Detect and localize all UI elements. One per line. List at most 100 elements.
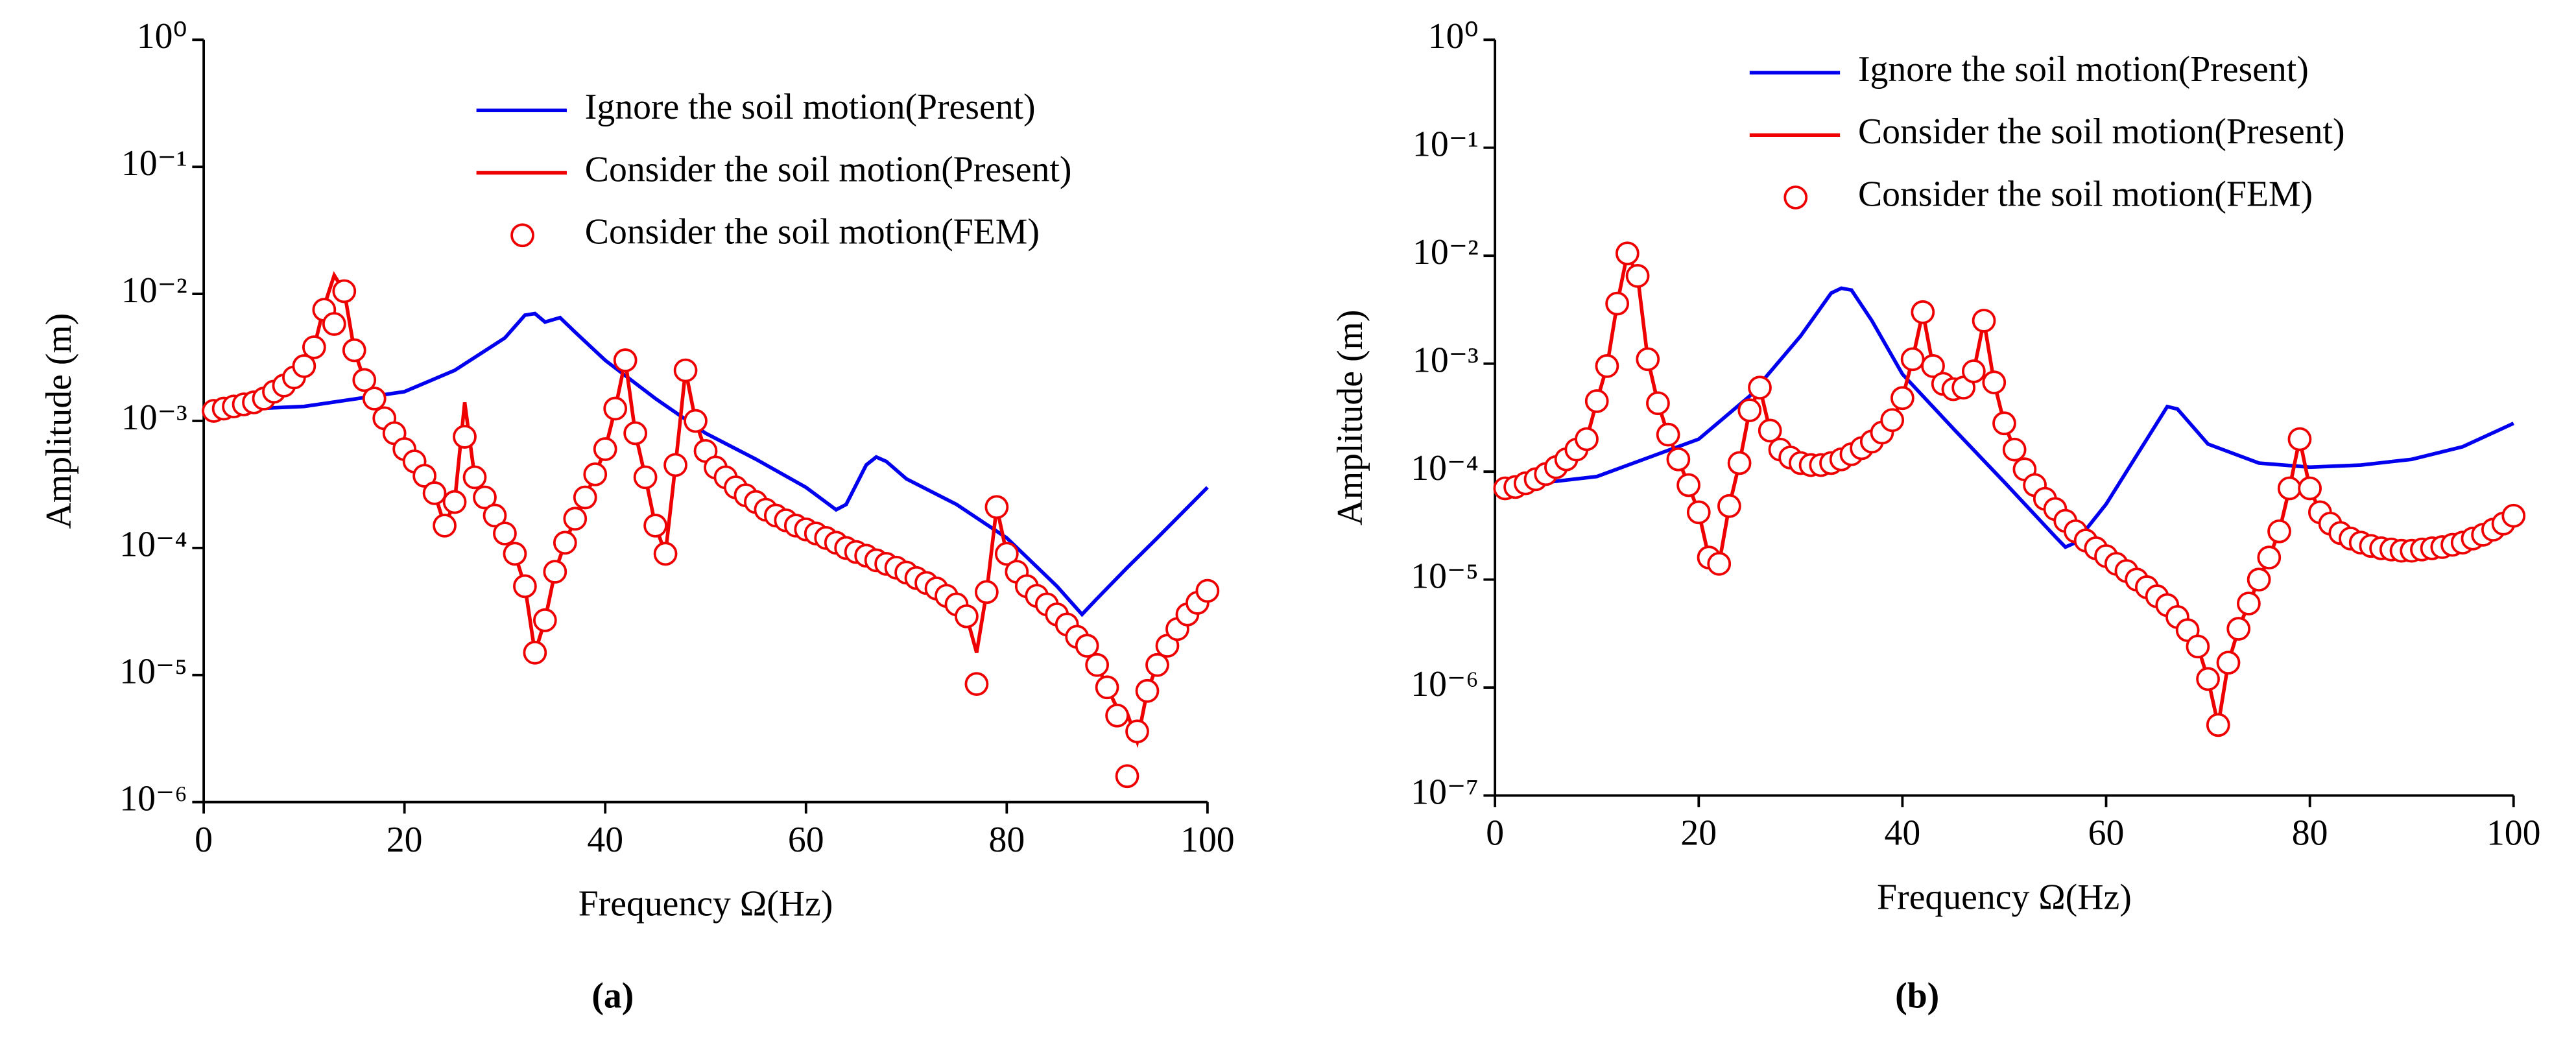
caption: (b) <box>1895 975 1939 1016</box>
data-point <box>563 507 588 531</box>
data-point <box>322 312 346 336</box>
data-point <box>1085 652 1109 677</box>
data-point <box>1921 354 1945 378</box>
data-point <box>1961 359 1986 383</box>
data-point <box>1615 241 1640 266</box>
data-point <box>2298 476 2322 501</box>
data-point <box>1115 764 1139 789</box>
data-point <box>684 409 708 433</box>
data-point <box>1605 291 1630 316</box>
panel: 0 20 40 60 80 100 10⁻⁷ 10⁻⁶ 10⁻⁵ 10⁻⁴ 10⁻³ 10⁻² 10⁻¹… <box>1330 16 2540 1016</box>
data-point <box>1656 422 1680 447</box>
data-point <box>1075 634 1099 658</box>
x-tick-label: 60 <box>2088 813 2125 854</box>
data-point <box>1707 551 1732 576</box>
data-point <box>2186 634 2210 659</box>
data-point <box>503 542 527 566</box>
y-tick-label: 10⁻⁷ <box>1411 772 1479 812</box>
data-point <box>613 348 638 372</box>
x-tick-label: 100 <box>2487 813 2541 854</box>
legend-label: Consider the soil motion(FEM) <box>1858 174 2313 214</box>
x-tick-label: 80 <box>988 820 1025 860</box>
data-point <box>543 560 567 584</box>
y-tick-label: 10⁻² <box>1413 232 1479 272</box>
data-point <box>462 465 487 490</box>
data-point <box>1880 408 1905 433</box>
data-point <box>513 574 537 599</box>
data-point <box>663 453 687 477</box>
data-point <box>1686 500 1711 525</box>
data-point <box>1972 309 1996 333</box>
x-axis-label: Frequency Ω(Hz) <box>1877 877 2132 917</box>
data-point <box>1195 579 1220 603</box>
data-point <box>975 580 999 604</box>
y-tick-label: 10⁻² <box>121 270 187 311</box>
data-point <box>1758 418 1782 443</box>
data-point <box>2257 545 2282 570</box>
panel: 0 20 40 60 80 100 10⁻⁶ 10⁻⁵ 10⁻⁴ 10⁻³ 10⁻² 10⁻¹ 10⁰ F… <box>39 16 1235 1016</box>
data-point <box>2287 427 2312 451</box>
data-point <box>1584 389 1609 413</box>
data-point <box>352 368 377 392</box>
legend-label: Ignore the soil motion(Present) <box>1858 49 2309 90</box>
data-point <box>1676 473 1700 497</box>
data-point <box>1145 652 1169 677</box>
data-point <box>442 490 467 514</box>
x-tick-label: 40 <box>587 820 623 860</box>
data-point <box>583 462 608 486</box>
data-point <box>292 354 316 378</box>
data-point <box>1911 300 1935 324</box>
y-tick-label: 10⁻⁶ <box>119 778 187 818</box>
y-tick-label: 10⁻³ <box>1413 340 1479 380</box>
legend-swatch <box>1783 185 1808 209</box>
data-point <box>1095 675 1119 700</box>
data-point <box>532 608 557 632</box>
data-point <box>2267 519 2291 543</box>
data-point <box>2277 476 2302 501</box>
data-point <box>2247 567 2271 592</box>
data-point <box>453 425 477 449</box>
data-point <box>573 485 597 510</box>
data-point <box>955 604 979 628</box>
data-point <box>1105 703 1129 728</box>
data-point <box>1625 264 1650 288</box>
data-point <box>643 514 667 538</box>
y-axis-label: Amplitude (m) <box>39 313 79 529</box>
data-point <box>1992 411 2016 436</box>
data-point <box>553 531 577 555</box>
x-tick-label: 0 <box>195 820 213 860</box>
data-point <box>633 465 658 490</box>
y-tick-label: 10⁰ <box>1428 16 1479 56</box>
data-point <box>1717 494 1741 518</box>
data-point <box>342 338 366 363</box>
data-point <box>523 640 547 665</box>
data-point <box>2196 667 2220 691</box>
data-point <box>422 481 447 505</box>
legend-swatch <box>510 223 534 248</box>
data-point <box>2226 617 2251 641</box>
data-point <box>2216 651 2241 675</box>
x-tick-label: 100 <box>1180 820 1235 860</box>
data-point <box>984 495 1009 520</box>
y-tick-label: 10⁻¹ <box>1413 125 1479 165</box>
legend-label: Consider the soil motion(FEM) <box>585 212 1040 252</box>
legend-label: Consider the soil motion(Present) <box>585 149 1072 189</box>
legend-label: Ignore the soil motion(Present) <box>585 87 1036 127</box>
y-axis-label: Amplitude (m) <box>1330 310 1370 526</box>
data-point <box>2206 713 2230 737</box>
data-point <box>964 672 989 696</box>
data-point <box>623 421 648 446</box>
data-point <box>1982 370 2007 395</box>
series-line <box>1494 286 2514 549</box>
legend-label: Consider the soil motion(Present) <box>1858 112 2345 152</box>
data-point <box>302 335 326 359</box>
data-point <box>473 485 497 510</box>
data-point <box>1575 427 1599 451</box>
data-point <box>2002 437 2027 462</box>
y-tick-label: 10⁻⁶ <box>1411 664 1479 704</box>
data-point <box>653 542 678 566</box>
data-point <box>603 396 628 421</box>
y-tick-label: 10⁻¹ <box>121 143 187 184</box>
data-point <box>412 464 436 488</box>
